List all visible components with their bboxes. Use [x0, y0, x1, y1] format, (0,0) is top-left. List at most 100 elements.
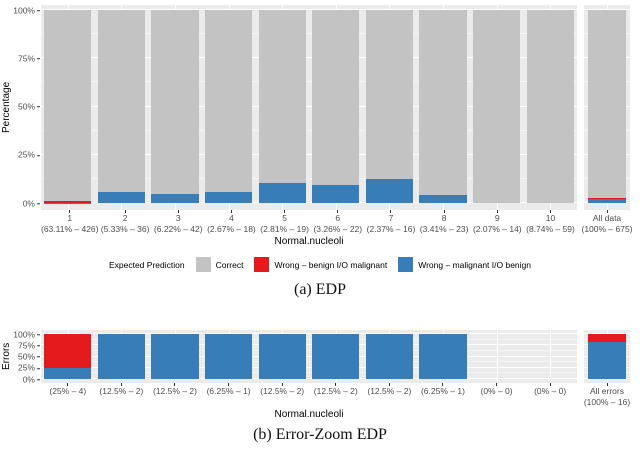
- x-sub-label: [148, 397, 202, 407]
- y-tick-label: 50%: [18, 102, 35, 111]
- x-category-label: (12.5% – 2): [309, 386, 363, 397]
- bar-slot: [584, 5, 630, 210]
- stacked-bar: [588, 10, 627, 203]
- bar-segment-blue: [205, 334, 252, 379]
- x-sub-label: (2.07% – 14): [471, 224, 524, 234]
- legend-item-label: Wrong – benign I/O malignant: [274, 260, 387, 270]
- x-category-label: (6.25% – 1): [202, 386, 256, 397]
- bar-slot: [309, 5, 363, 210]
- legend-title: Expected Prediction: [109, 260, 185, 270]
- bar-segment-blue: [259, 183, 306, 203]
- x-sub-label: (5.33% – 36): [99, 224, 152, 234]
- x-sub-label: (3.26% – 22): [311, 224, 364, 234]
- x-category-label: 7: [364, 213, 417, 224]
- x-label-cell: All data(100% – 675): [584, 210, 630, 234]
- panel-main-b: [41, 330, 577, 383]
- bar-slot: [255, 330, 309, 383]
- x-category-label: 10: [524, 213, 577, 224]
- bar-slot: [363, 330, 417, 383]
- x-label-cell: (12.5% – 2): [255, 383, 309, 407]
- x-label-cell: (25% – 4): [41, 383, 95, 407]
- stacked-bar: [419, 334, 466, 379]
- x-label-cell: 6(3.26% – 22): [311, 210, 364, 234]
- bar-slot: [416, 330, 470, 383]
- y-tick-label: 75%: [18, 54, 35, 63]
- plot-row-a: 0%25%50%75%100%: [0, 5, 640, 210]
- bar-slot: [523, 330, 577, 383]
- bar-slot: [523, 5, 577, 210]
- bar-segment-blue: [98, 334, 145, 379]
- bar-slot: [584, 330, 630, 383]
- x-axis-title-b: Normal.nucleoli: [41, 409, 577, 420]
- x-label-cell: (6.25% – 1): [202, 383, 256, 407]
- legend-key-icon: [196, 257, 211, 272]
- slots: [584, 5, 630, 210]
- bar-segment-gray: [98, 10, 145, 192]
- x-sub-label: (2.37% – 16): [364, 224, 417, 234]
- bar-slot: [363, 5, 417, 210]
- x-label-cell: (12.5% – 2): [363, 383, 417, 407]
- x-category-label: All errors: [584, 386, 630, 397]
- x-label-cell: (12.5% – 2): [148, 383, 202, 407]
- slots: [584, 330, 630, 383]
- x-category-label: 9: [471, 213, 524, 224]
- bar-slot: [470, 5, 524, 210]
- x-category-label: (12.5% – 2): [363, 386, 417, 397]
- x-sub-label: (63.11% – 426): [41, 224, 99, 234]
- legend-key-icon: [398, 257, 413, 272]
- bar-slot: [416, 5, 470, 210]
- x-sub-label: (100% – 675): [584, 224, 630, 234]
- x-sub-label: [416, 397, 470, 407]
- panel-allerrors-b: [584, 330, 630, 383]
- x-category-label: 4: [205, 213, 258, 224]
- bar-segment-gray: [473, 10, 520, 203]
- bar-segment-gray: [312, 10, 359, 185]
- bar-segment-gray: [151, 10, 198, 194]
- x-category-label: (12.5% – 2): [148, 386, 202, 397]
- panel-main-a: [41, 5, 577, 210]
- stacked-bar: [44, 334, 91, 379]
- x-labels-main-b: (25% – 4) (12.5% – 2) (12.5% – 2) (6.25%…: [41, 383, 577, 407]
- x-category-label: 3: [152, 213, 205, 224]
- y-tick-label: 50%: [18, 352, 35, 361]
- stacked-bar: [419, 10, 466, 203]
- stacked-bar: [259, 334, 306, 379]
- x-label-cell: (0% – 0): [523, 383, 577, 407]
- x-category-label: 8: [418, 213, 471, 224]
- x-sub-label: [41, 397, 95, 407]
- x-label-cell: All errors(100% – 16): [584, 383, 630, 407]
- bar-slot: [470, 330, 524, 383]
- legend-item-label: Wrong – malignant I/O benign: [418, 260, 531, 270]
- bar-segment-gray: [419, 10, 466, 195]
- bar-slot: [148, 5, 202, 210]
- x-label-cell: (6.25% – 1): [416, 383, 470, 407]
- x-label-cell: (12.5% – 2): [309, 383, 363, 407]
- bar-segment-gray: [527, 10, 574, 203]
- x-category-label: All data: [584, 213, 630, 224]
- y-tick-label: 25%: [18, 364, 35, 373]
- bar-segment-blue: [151, 194, 198, 203]
- x-label-cell: 2(5.33% – 36): [99, 210, 152, 234]
- x-category-label: (0% – 0): [470, 386, 524, 397]
- chart-b: Errors 0%25%50%75%100% (25% – 4) (12.5% …: [0, 330, 640, 420]
- plot-row-b: 0%25%50%75%100%: [0, 330, 640, 383]
- legend-item: Wrong – benign I/O malignant: [254, 257, 387, 272]
- bar-segment-gray: [588, 10, 627, 198]
- bar-segment-gray: [366, 10, 413, 179]
- y-tick-label: 0%: [23, 199, 35, 208]
- x-category-label: 6: [311, 213, 364, 224]
- bar-slot: [41, 5, 95, 210]
- x-sub-label: [309, 397, 363, 407]
- stacked-bar: [588, 334, 627, 379]
- x-sub-label: [202, 397, 256, 407]
- stacked-bar: [98, 334, 145, 379]
- bar-slot: [148, 330, 202, 383]
- stacked-bar: [366, 10, 413, 203]
- vertical-gridline: [497, 330, 498, 383]
- x-sub-label: (3.41% – 23): [418, 224, 471, 234]
- bar-slot: [309, 330, 363, 383]
- x-axis-labels-a: 1(63.11% – 426)2(5.33% – 36)3(6.22% – 42…: [41, 210, 640, 234]
- stacked-bar: [312, 10, 359, 203]
